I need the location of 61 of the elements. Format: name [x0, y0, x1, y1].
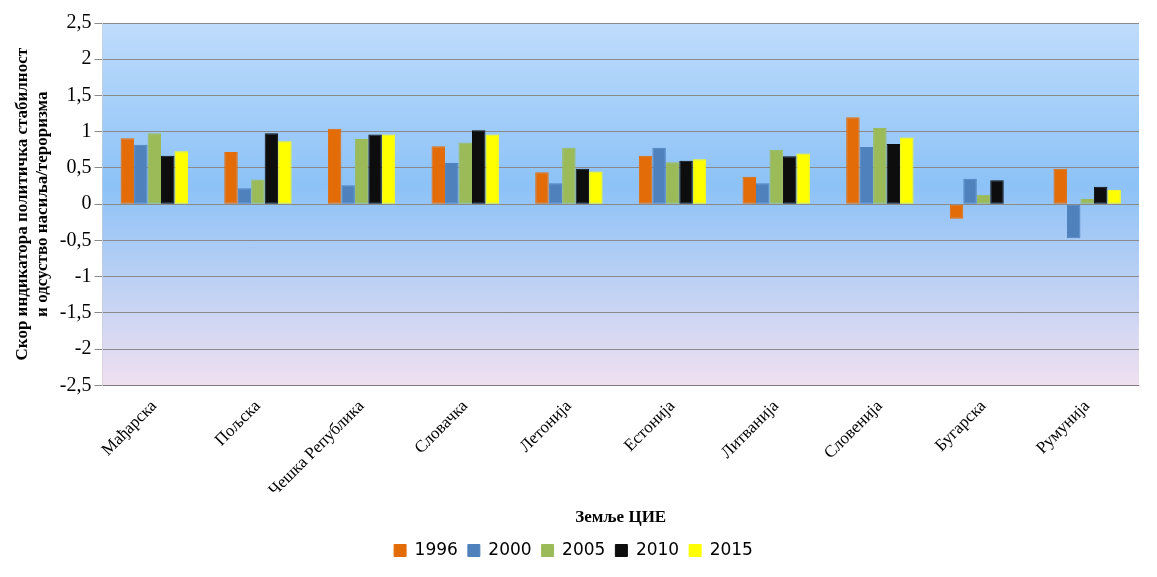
bar [381, 134, 396, 204]
bar [562, 147, 576, 204]
bar [485, 134, 499, 204]
bar [769, 149, 783, 204]
bar [990, 180, 1004, 204]
legend-label: 2005 [562, 538, 606, 559]
bar [471, 130, 486, 204]
y-tick-label: -2,5 [59, 372, 92, 395]
bar [264, 133, 279, 204]
legend-label: 2010 [635, 538, 680, 559]
bar [782, 156, 797, 204]
bar [589, 171, 603, 204]
bar [846, 117, 860, 204]
bar [431, 146, 446, 204]
legend-label: 2000 [488, 538, 532, 559]
bar [548, 183, 563, 204]
y-tick-label: 2,5 [66, 10, 92, 33]
bar [692, 159, 707, 204]
y-tick-label: -1 [74, 263, 92, 286]
bar [756, 183, 770, 204]
bar [575, 168, 590, 204]
bar [458, 142, 472, 204]
bar [134, 144, 148, 204]
bar [886, 144, 901, 204]
y-tick-label: -2 [74, 336, 92, 359]
bar [120, 138, 135, 204]
y-tick-label: 1 [81, 118, 92, 141]
bar [278, 141, 292, 204]
bar [147, 133, 162, 204]
bar [665, 162, 680, 204]
bar [535, 172, 549, 204]
bar [859, 146, 874, 204]
bar [327, 128, 342, 204]
y-tick-label: 1,5 [66, 82, 92, 105]
bar [900, 137, 914, 204]
bar [251, 179, 265, 204]
bar [445, 162, 459, 204]
y-tick-label: -1,5 [59, 300, 92, 323]
bar [161, 155, 175, 204]
bar [174, 151, 188, 204]
bar [1066, 204, 1081, 239]
bar [652, 147, 666, 204]
bar [368, 134, 382, 204]
legend-label: 2015 [709, 538, 753, 559]
y-tick-label: 0 [81, 191, 92, 214]
x-axis-title: Земље ЦИЕ [575, 507, 667, 527]
y-tick-label: -0,5 [59, 227, 92, 250]
bar [742, 176, 756, 204]
bar [354, 138, 369, 204]
bar [638, 155, 653, 204]
bar [1053, 168, 1067, 204]
y-tick-label: 2 [81, 46, 92, 69]
y-tick-label: 0,5 [66, 155, 92, 178]
bar [1080, 199, 1094, 204]
legend-label: 1996 [414, 538, 458, 559]
bar [963, 178, 977, 204]
bar [796, 153, 810, 204]
bar [873, 128, 887, 204]
bar [679, 160, 693, 204]
bar [224, 152, 238, 204]
y-axis-title: Скор индикатора политичка стабилност и одсуство насиља/тероризма [11, 47, 51, 361]
